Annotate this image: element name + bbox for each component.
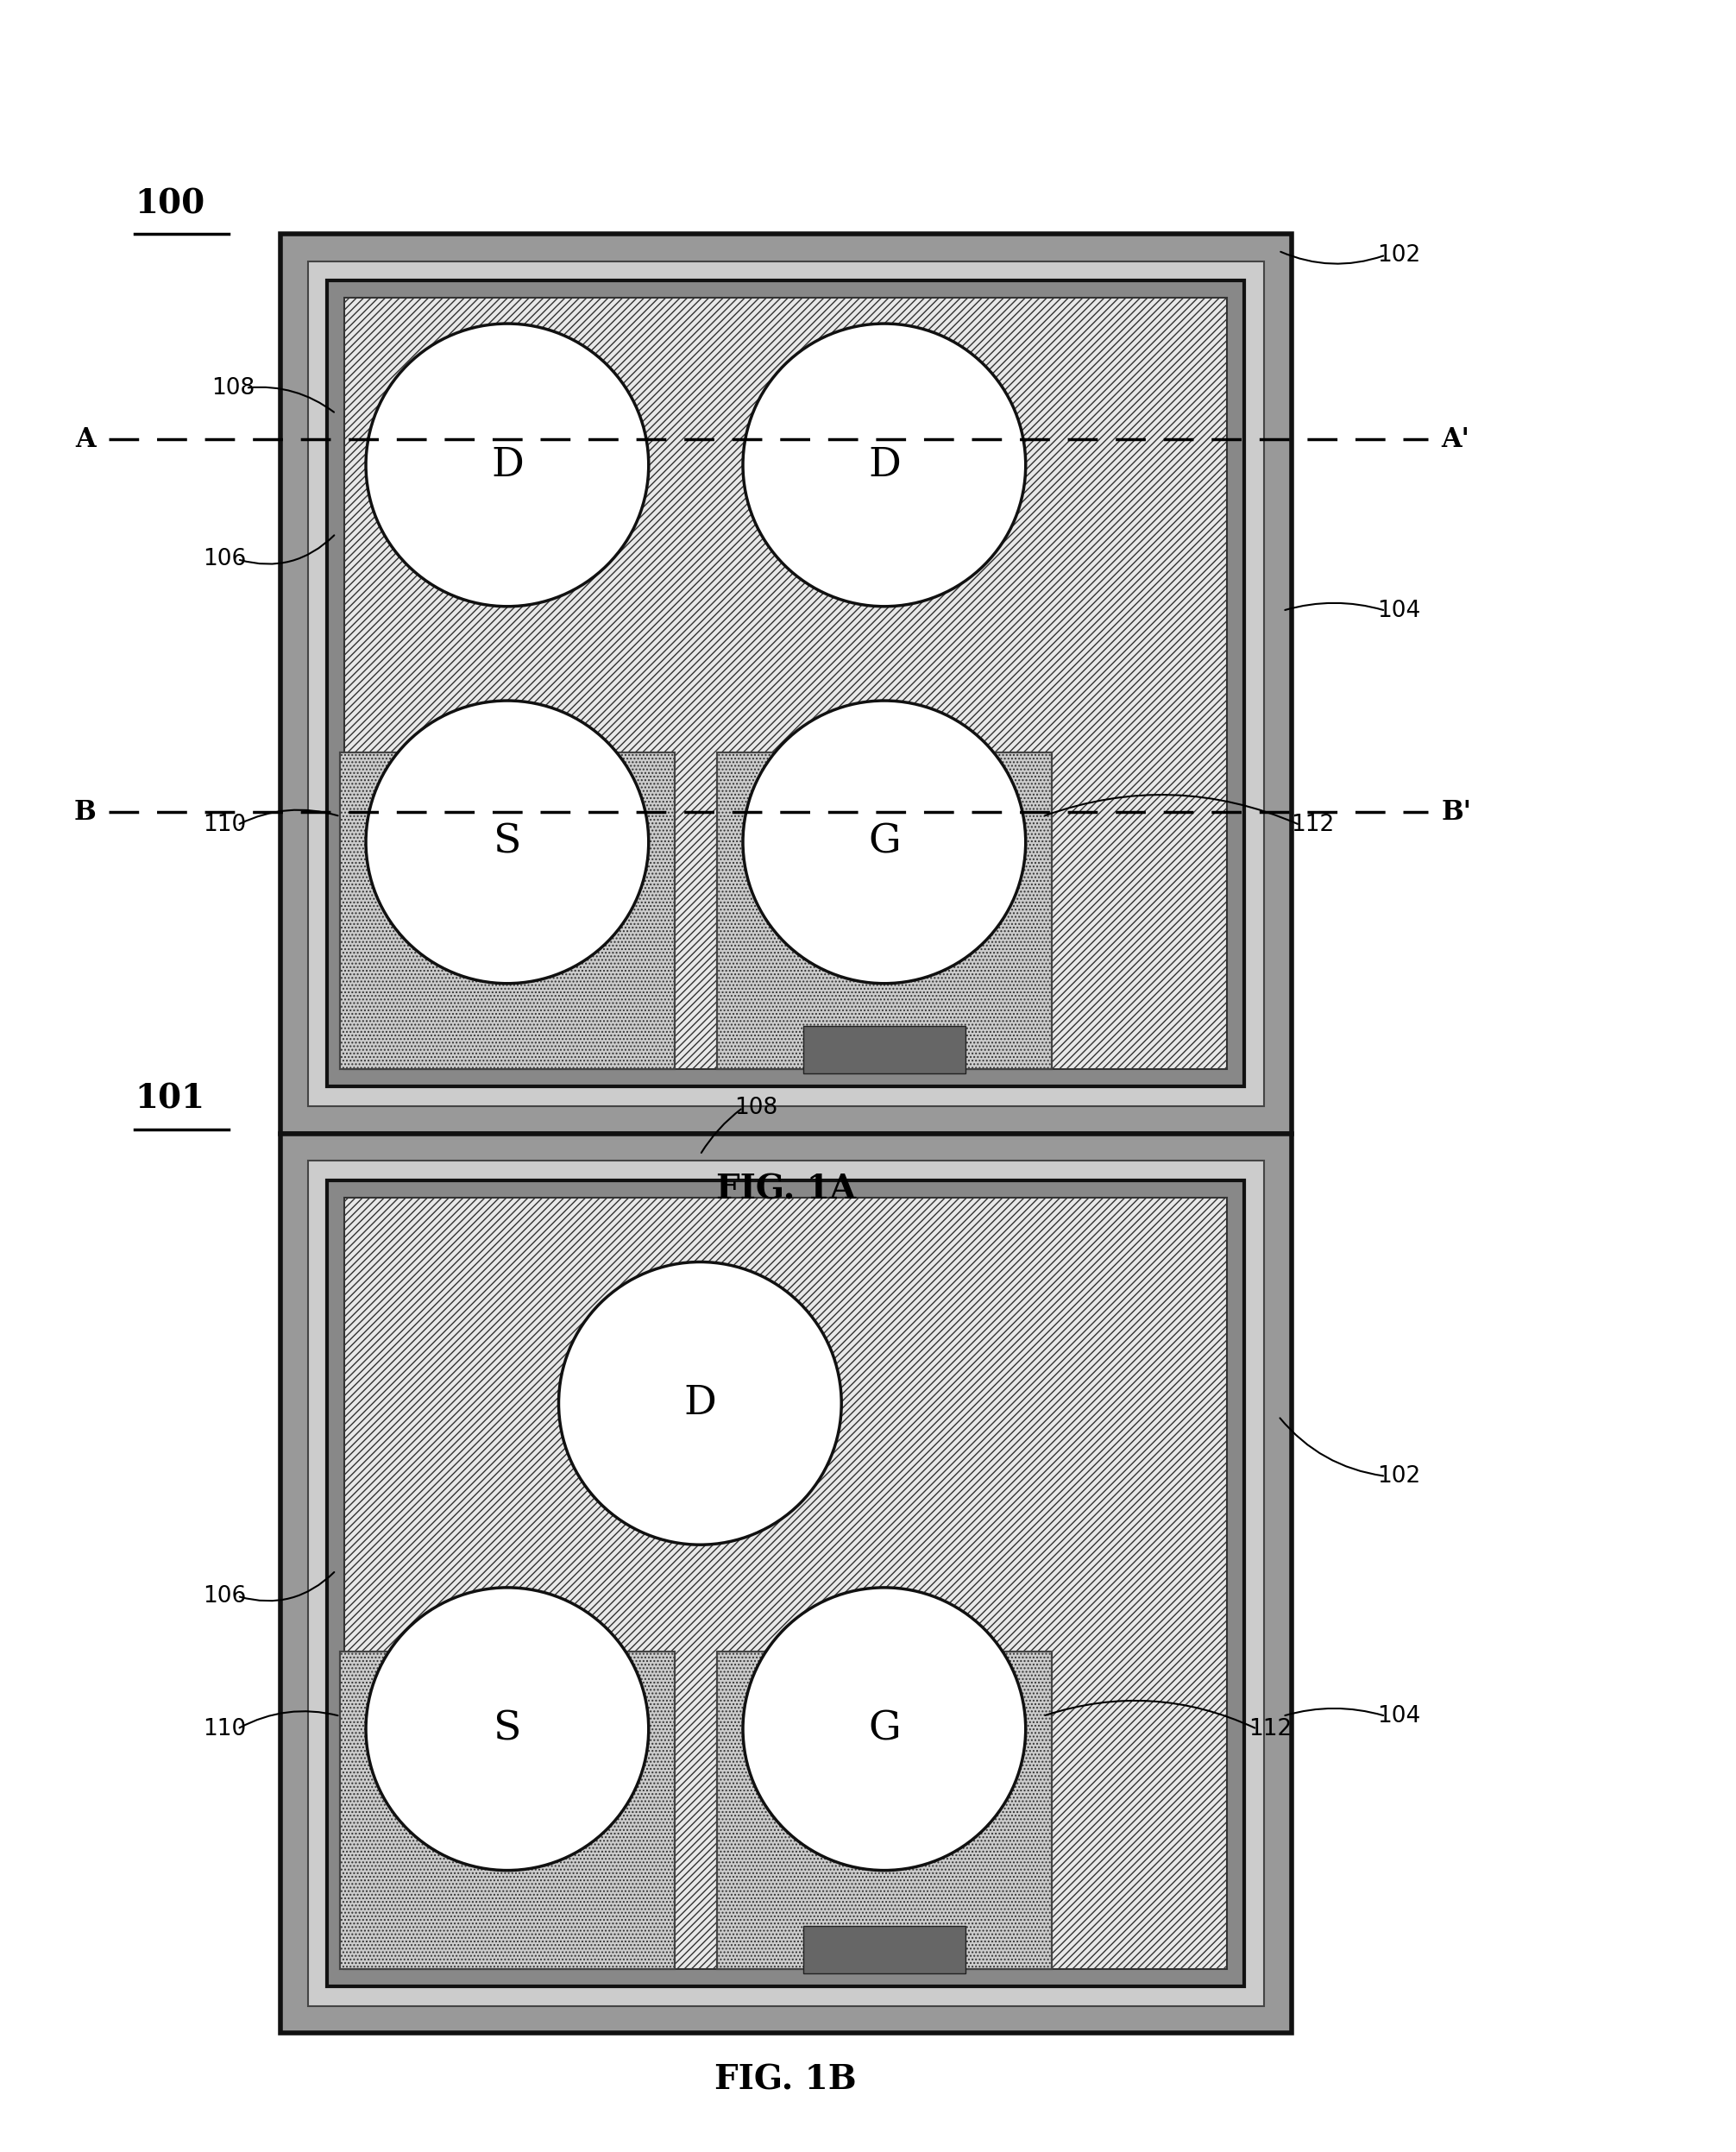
Bar <box>307 1160 1264 2006</box>
Text: S: S <box>493 1709 521 1747</box>
Text: 104: 104 <box>1377 600 1420 622</box>
Bar <box>802 1926 965 1973</box>
Text: A: A <box>76 426 95 452</box>
Text: 102: 102 <box>1377 243 1420 267</box>
Text: B': B' <box>1441 798 1472 826</box>
Text: 104: 104 <box>1377 1704 1420 1728</box>
Text: 108: 108 <box>212 377 255 398</box>
Text: 108: 108 <box>734 1098 778 1119</box>
Text: D: D <box>491 445 524 484</box>
Bar <box>802 1027 965 1074</box>
Circle shape <box>743 1588 1026 1870</box>
Circle shape <box>743 323 1026 607</box>
Text: 102: 102 <box>1377 1466 1420 1487</box>
Bar <box>344 297 1227 1070</box>
Bar <box>717 751 1052 1070</box>
Text: G: G <box>868 1709 901 1747</box>
Bar <box>344 1199 1227 1969</box>
Bar <box>717 1653 1052 1969</box>
Bar <box>340 1653 674 1969</box>
Bar <box>279 1134 1292 2034</box>
Text: A': A' <box>1441 426 1470 452</box>
Bar <box>717 1653 1052 1969</box>
Circle shape <box>366 702 649 983</box>
Text: 112: 112 <box>1248 1717 1292 1741</box>
Bar <box>328 280 1245 1087</box>
Bar <box>340 751 674 1070</box>
Text: S: S <box>493 822 521 861</box>
Circle shape <box>366 1588 649 1870</box>
Text: 110: 110 <box>203 813 247 837</box>
Text: 101: 101 <box>134 1082 205 1115</box>
Text: FIG. 1B: FIG. 1B <box>715 2064 858 2096</box>
Text: 110: 110 <box>203 1717 247 1741</box>
Bar <box>717 751 1052 1070</box>
Text: D: D <box>684 1384 717 1422</box>
Text: G: G <box>868 822 901 861</box>
Bar <box>307 1160 1264 2006</box>
Text: 106: 106 <box>203 549 247 570</box>
Bar <box>307 260 1264 1106</box>
Text: D: D <box>868 445 901 484</box>
Circle shape <box>743 702 1026 983</box>
Text: B: B <box>73 798 95 826</box>
Bar <box>307 260 1264 1106</box>
Text: FIG. 1A: FIG. 1A <box>715 1173 856 1205</box>
Text: 100: 100 <box>134 187 205 220</box>
Text: 112: 112 <box>1292 813 1335 837</box>
Bar <box>279 235 1292 1134</box>
Circle shape <box>559 1261 842 1545</box>
Bar <box>340 1653 674 1969</box>
Bar <box>328 1181 1245 1986</box>
Bar <box>340 751 674 1070</box>
Text: 106: 106 <box>203 1584 247 1608</box>
Circle shape <box>366 323 649 607</box>
